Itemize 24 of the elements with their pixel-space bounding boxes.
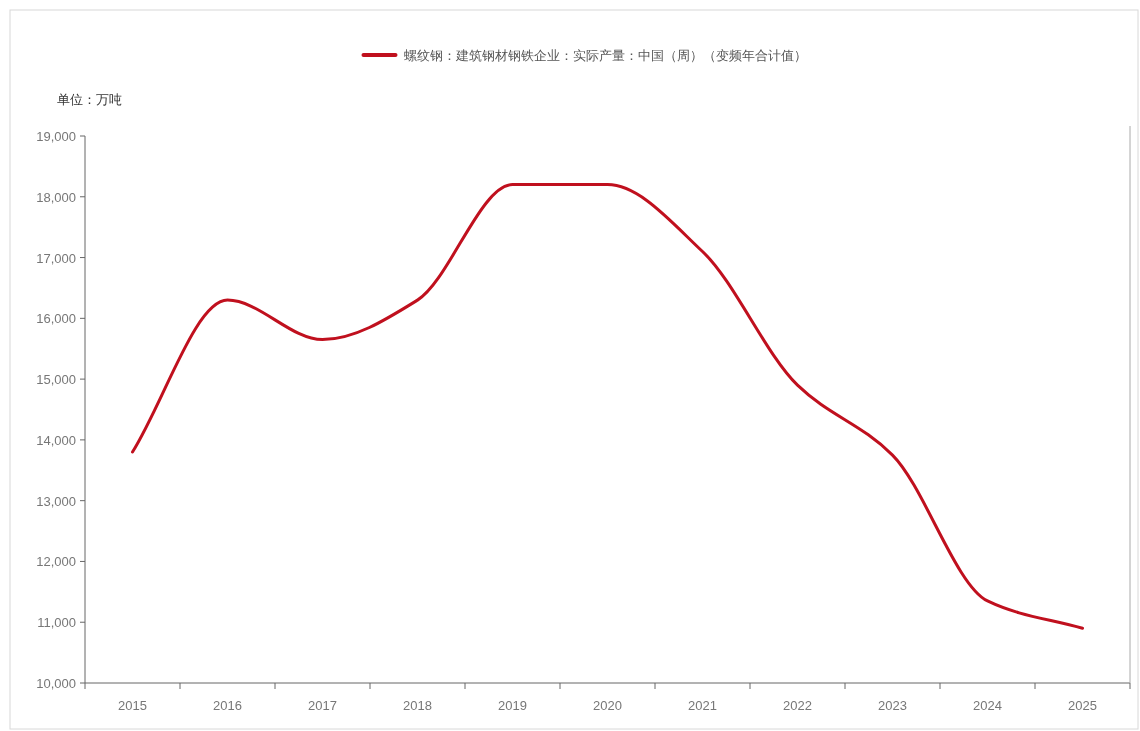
x-tick-label: 2023 (878, 698, 907, 713)
y-tick-label: 16,000 (36, 311, 76, 327)
x-tick-label: 2025 (1068, 698, 1097, 713)
y-tick-label: 19,000 (36, 129, 76, 144)
y-tick-label: 18,000 (36, 189, 76, 205)
x-tick-label: 2017 (308, 698, 337, 713)
y-tick-label: 14,000 (36, 432, 76, 448)
y-tick-label: 10,000 (36, 676, 76, 691)
x-tick-label: 2020 (593, 698, 622, 713)
y-tick-label: 15,000 (36, 372, 76, 388)
line-series (131, 183, 1084, 630)
legend-label: 螺纹钢：建筑钢材钢铁企业：实际产量：中国（周）（变频年合计值） (403, 48, 807, 63)
y-tick-label: 17,000 (36, 250, 76, 266)
text: 单位：万吨 (57, 92, 122, 107)
x-tick-label: 2015 (118, 698, 147, 713)
y-tick-label: 11,000 (37, 615, 76, 631)
x-tick-label: 2024 (973, 698, 1002, 713)
x-tick-label: 2016 (213, 698, 242, 713)
y-tick-label: 13,000 (36, 493, 76, 509)
x-tick-label: 2019 (498, 698, 527, 713)
y-tick-label: 12,000 (36, 554, 76, 570)
x-tick-label: 2021 (688, 698, 717, 713)
x-tick-label: 2022 (783, 698, 812, 713)
x-tick-label: 2018 (403, 698, 432, 713)
